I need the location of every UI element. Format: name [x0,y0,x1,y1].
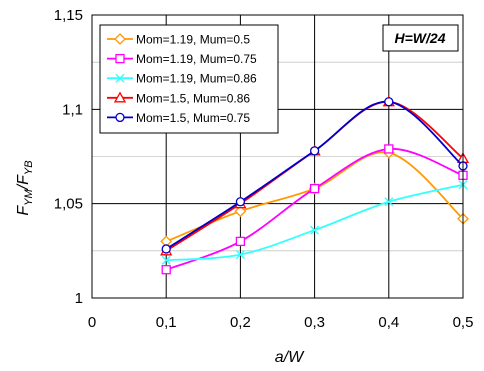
legend-item: Mom=1.19, Mum=0.75 [107,52,257,66]
y-tick-label: 1,1 [62,101,83,118]
legend-label: Mom=1.5, Mum=0.75 [136,111,250,125]
legend-label: Mom=1.19, Mum=0.86 [136,72,257,86]
legend-item: Mom=1.19, Mum=0.86 [107,72,257,86]
legend-marker [113,91,127,103]
data-point [235,236,246,247]
x-tick-label: 0 [88,314,96,331]
data-point [384,144,394,154]
x-tick-label: 0,1 [156,314,177,331]
data-point [161,244,171,254]
y-axis-title: FYM/FYB [15,160,35,215]
x-tick-label: 0,5 [453,314,474,331]
y-tick-label: 1 [75,290,83,307]
legend-label: Mom=1.5, Mum=0.86 [136,91,250,105]
series-3 [161,180,468,265]
legend-item: Mom=1.5, Mum=0.75 [107,111,250,125]
x-tick-label: 0,4 [378,314,399,331]
annotation-text: H=W/24 [395,30,446,46]
plot-area-frame [91,14,464,299]
data-point [310,225,320,235]
x-axis-title: a/W [275,349,305,366]
y-tick-label: 1,15 [54,7,83,24]
x-tick-label: 0,2 [230,314,251,331]
legend-marker [114,33,126,45]
legend-marker [115,53,125,64]
data-point [309,183,320,194]
x-tick-label: 0,3 [304,314,325,331]
tick-labels: 0 0,1 0,2 0,3 0,4 0,5 1 1,05 1,1 1,15 [54,7,474,331]
data-point [234,205,247,218]
data-point [384,97,394,107]
legend-item: Mom=1.19, Mum=0.5 [107,33,250,47]
legend-item: Mom=1.5, Mum=0.86 [107,91,250,105]
data-point [161,255,171,265]
legend-label: Mom=1.19, Mum=0.5 [136,33,250,47]
data-point [384,197,394,207]
data-point [235,250,245,260]
legend: Mom=1.19, Mum=0.5 Mom=1.19, Mum=0.75 Mom=1… [99,24,279,134]
legend-marker [115,73,125,83]
data-point [309,146,320,156]
legend-marker [115,112,125,123]
y-tick-label: 1,05 [54,196,83,213]
annotation-box: H=W/24 [382,24,459,52]
legend-label: Mom=1.19, Mum=0.75 [136,52,257,66]
data-point [235,197,246,207]
data-point [161,265,171,275]
